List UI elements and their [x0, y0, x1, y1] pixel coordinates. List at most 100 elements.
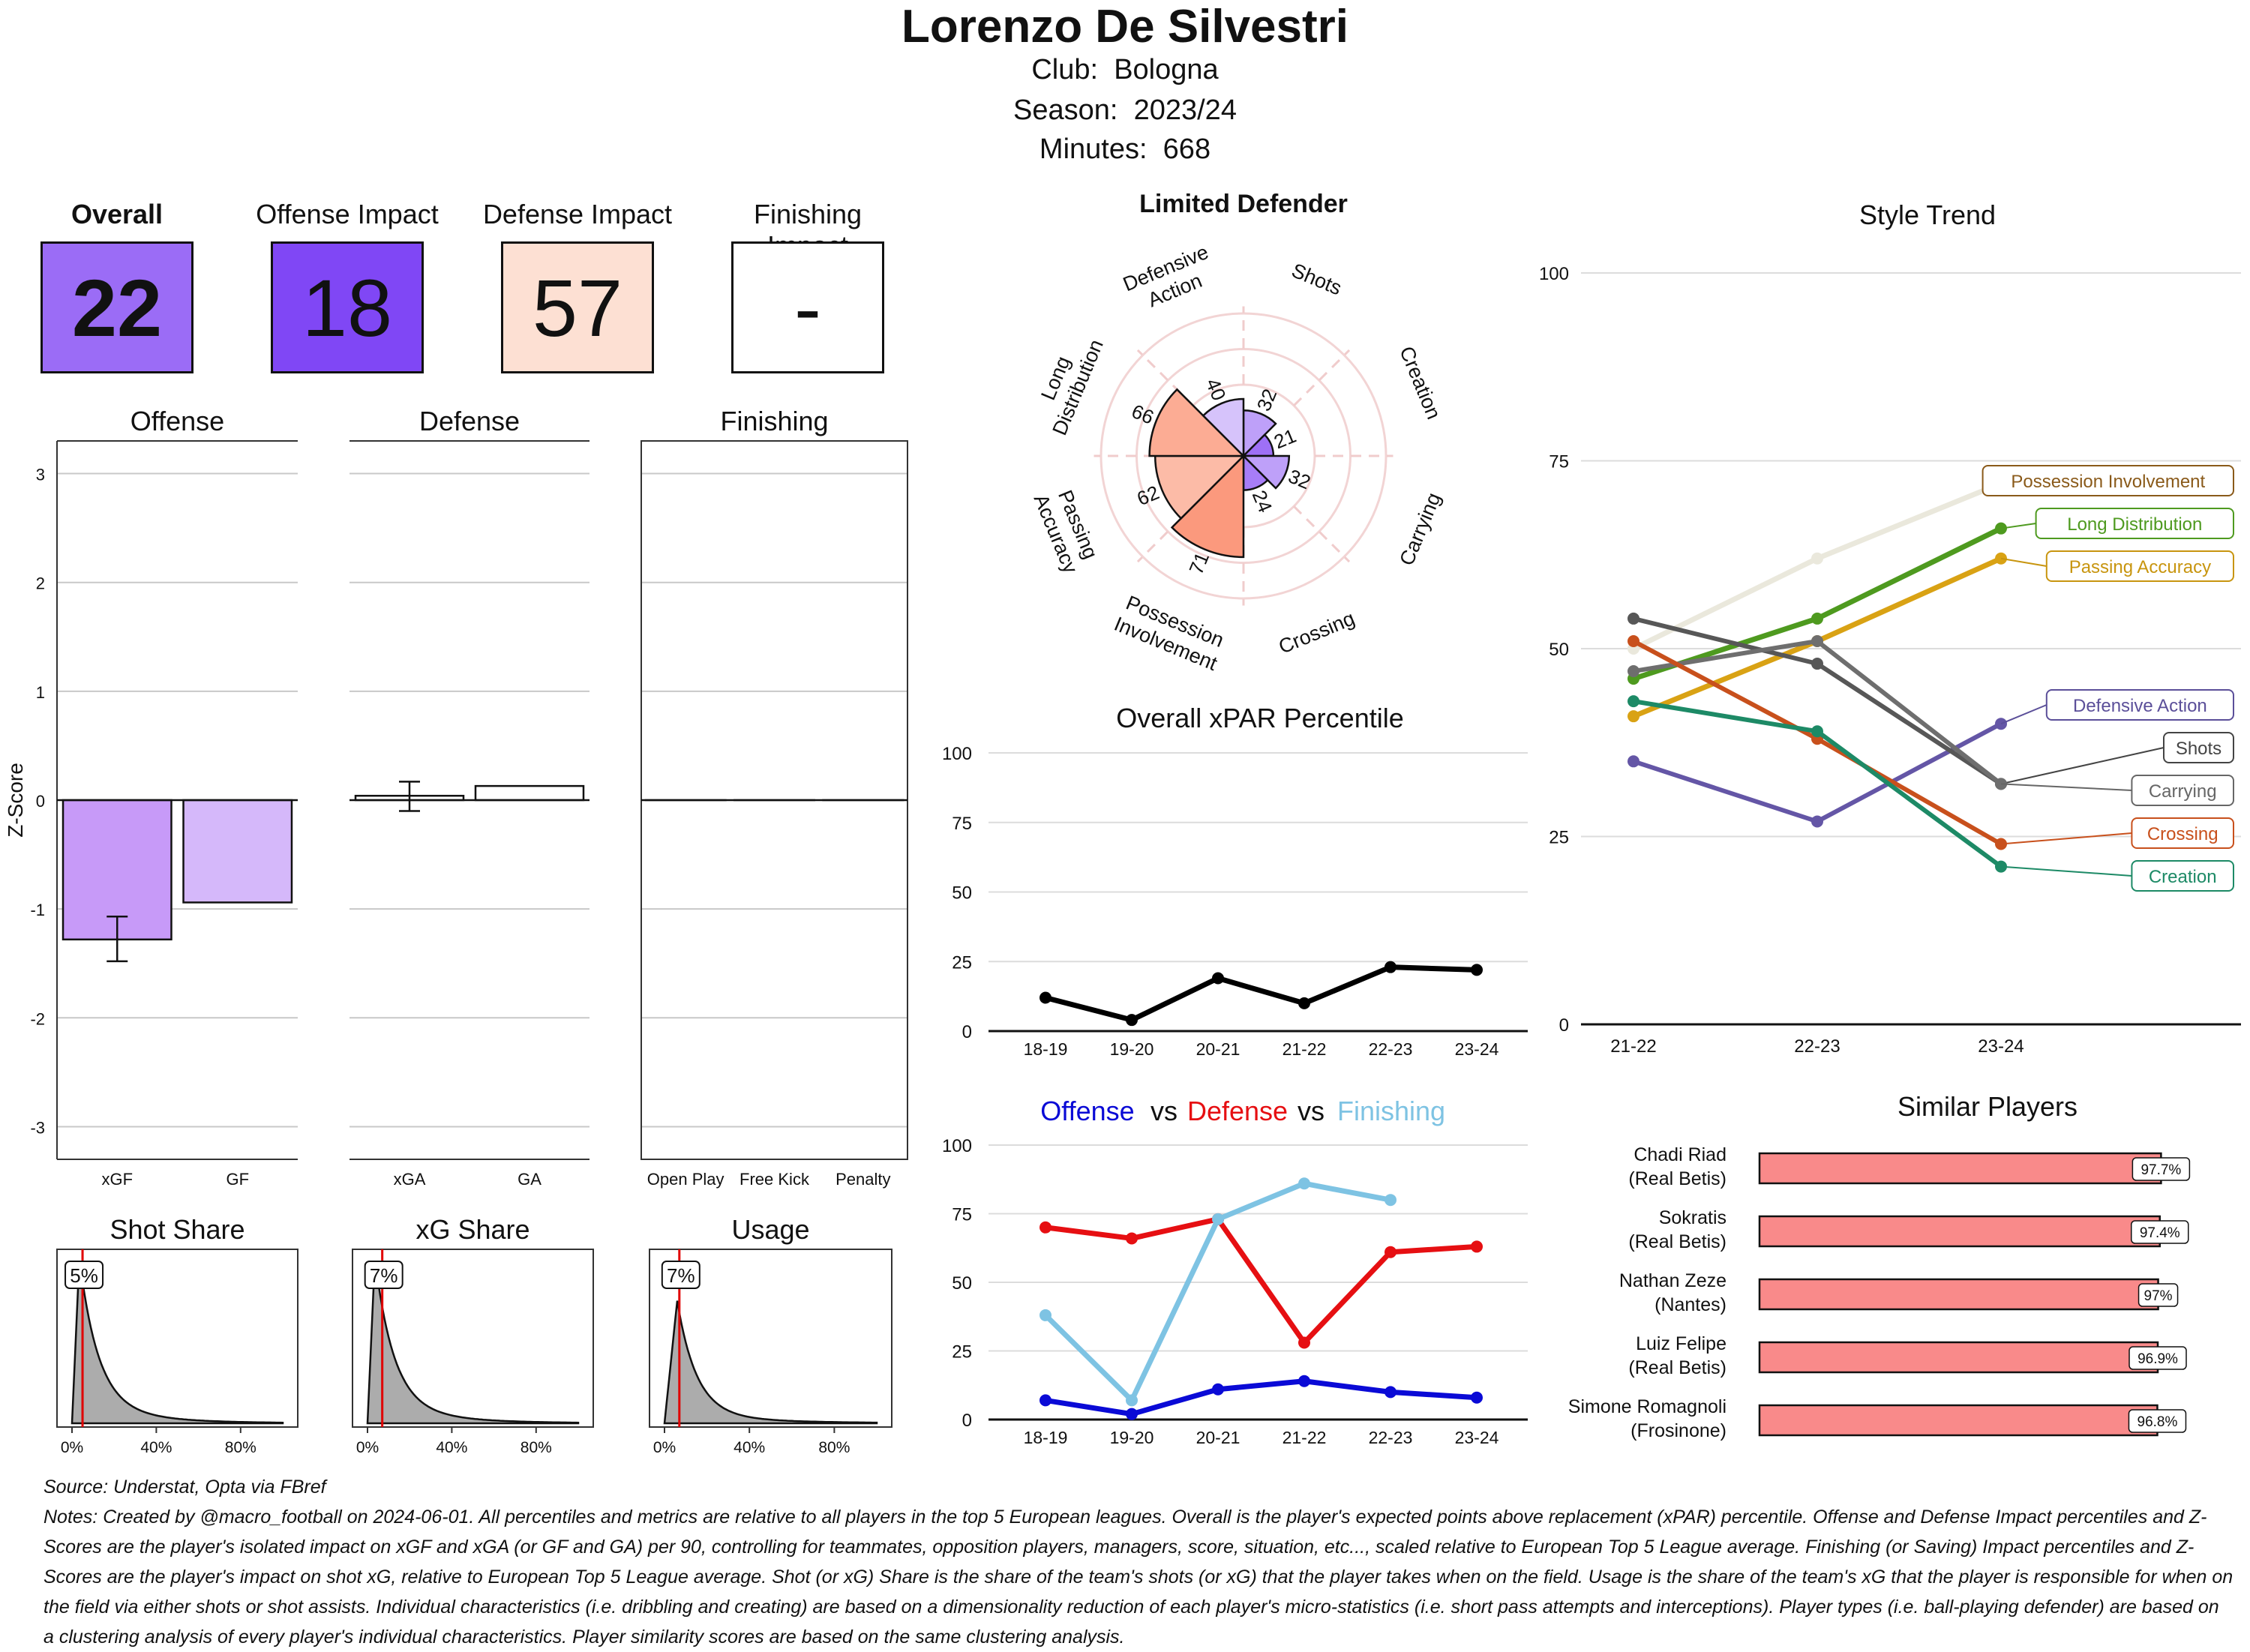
- ovdf-title-part: vs: [1298, 1096, 1324, 1126]
- radar-axis-label: Creation: [1395, 343, 1445, 423]
- style-label: Shots: [2176, 739, 2222, 759]
- similarity-label: 97.7%: [2140, 1162, 2181, 1178]
- zscore-y-tick: 1: [36, 683, 45, 702]
- zscore-category-label: Penalty: [836, 1170, 890, 1189]
- series-point: [1126, 1014, 1138, 1026]
- distribution-title: Usage: [731, 1214, 809, 1245]
- x-tick-label: 21-22: [1610, 1036, 1656, 1057]
- series-line-overall: [1046, 967, 1477, 1020]
- style-label: Passing Accuracy: [2069, 557, 2211, 577]
- series-point: [1298, 1177, 1310, 1189]
- radar-value-label: 21: [1270, 424, 1299, 454]
- y-tick-label: 25: [952, 1342, 972, 1363]
- similarity-label: 97%: [2144, 1288, 2173, 1304]
- x-tick-label: 20-21: [1196, 1039, 1240, 1059]
- y-tick-label: 0: [962, 1411, 972, 1431]
- series-point: [1212, 1384, 1224, 1396]
- y-tick-label: 75: [952, 1205, 972, 1225]
- distribution-x-tick: 80%: [225, 1439, 256, 1456]
- distribution-x-tick: 0%: [356, 1439, 379, 1456]
- style-label-leader: [2001, 833, 2132, 844]
- x-tick-label: 23-24: [1978, 1036, 2024, 1057]
- style-line: [1634, 529, 2001, 679]
- zscore-category-label: Open Play: [647, 1170, 724, 1189]
- style-point: [1628, 710, 1640, 722]
- style-point: [1628, 635, 1640, 647]
- zscore-category-label: xGA: [394, 1170, 426, 1189]
- x-tick-label: 21-22: [1282, 1428, 1327, 1447]
- y-tick-label: 25: [1549, 828, 1569, 848]
- radar-value-label: 62: [1134, 481, 1162, 510]
- y-tick-label: 75: [1549, 452, 1569, 472]
- zscore-category-label: Free Kick: [740, 1170, 810, 1189]
- zscore-panel-finishing: Finishing Open Play Free Kick Penalty: [641, 406, 908, 1189]
- similarity-bar: [1760, 1216, 2160, 1246]
- distribution-x-tick: 40%: [140, 1439, 172, 1456]
- x-tick-label: 18-19: [1024, 1428, 1068, 1447]
- y-tick-label: 50: [952, 1273, 972, 1294]
- marker-label: 7%: [667, 1264, 695, 1287]
- series-point: [1384, 1386, 1396, 1398]
- density-curve: [72, 1267, 283, 1423]
- similar-player-name: Chadi Riad: [1634, 1144, 1726, 1165]
- x-tick-label: 21-22: [1282, 1039, 1327, 1059]
- y-tick-label: 0: [962, 1022, 972, 1042]
- zscore-category-label: xGF: [101, 1170, 133, 1189]
- similarity-bar: [1760, 1153, 2161, 1183]
- radar-value-label: 71: [1184, 549, 1214, 577]
- style-label: Carrying: [2149, 781, 2217, 802]
- series-line-offense: [1046, 1381, 1477, 1414]
- zscore-y-tick: -1: [30, 901, 45, 919]
- similar-player-club: (Nantes): [1654, 1294, 1726, 1315]
- similarity-bar: [1760, 1342, 2158, 1372]
- zscore-panel-title: Offense: [130, 406, 224, 436]
- zscore-y-tick: -2: [30, 1009, 45, 1028]
- radar-value-label: 40: [1202, 375, 1231, 403]
- radar-chart: Limited Defender32Shots21Creation32Carry…: [1026, 190, 1445, 675]
- series-point: [1384, 961, 1396, 973]
- similarity-label: 97.4%: [2140, 1225, 2180, 1241]
- similar-player-name: Simone Romagnoli: [1568, 1396, 1726, 1417]
- style-point: [1811, 635, 1823, 647]
- series-point: [1298, 1337, 1310, 1349]
- series-line-defense: [1046, 1219, 1477, 1343]
- distribution-title: Shot Share: [110, 1214, 244, 1245]
- series-point: [1126, 1232, 1138, 1244]
- x-tick-label: 19-20: [1110, 1039, 1154, 1059]
- style-label: Crossing: [2147, 824, 2218, 844]
- style-label-leader: [2001, 705, 2047, 724]
- series-point: [1126, 1408, 1138, 1420]
- style-label-leader: [2001, 559, 2047, 566]
- ovdf-title-part: vs: [1150, 1096, 1178, 1126]
- density-curve: [664, 1301, 877, 1423]
- radar-axis-text: Creation: [1395, 343, 1445, 423]
- zscore-y-label: Z-Score: [4, 763, 27, 838]
- density-curve: [368, 1267, 578, 1423]
- zscore-y-tick: 2: [36, 574, 45, 593]
- zscore-category-label: GF: [226, 1170, 249, 1189]
- similar-player-club: (Real Betis): [1628, 1231, 1726, 1252]
- radar-value-label: 32: [1286, 465, 1314, 494]
- distribution-x-tick: 40%: [734, 1439, 765, 1456]
- zscore-panel-title: Finishing: [720, 406, 828, 436]
- similarity-bar: [1760, 1405, 2157, 1435]
- radar-spoke: [1294, 350, 1349, 406]
- series-point: [1384, 1246, 1396, 1258]
- y-tick-label: 50: [952, 883, 972, 904]
- radar-axis-label: Carrying: [1395, 490, 1445, 569]
- series-point: [1298, 1375, 1310, 1387]
- x-tick-label: 20-21: [1196, 1428, 1240, 1447]
- x-tick-label: 18-19: [1024, 1039, 1068, 1059]
- similarity-bar: [1760, 1279, 2158, 1309]
- ovdf-title-part: Offense: [1040, 1096, 1134, 1126]
- similar-player-name: Nathan Zeze: [1619, 1270, 1726, 1291]
